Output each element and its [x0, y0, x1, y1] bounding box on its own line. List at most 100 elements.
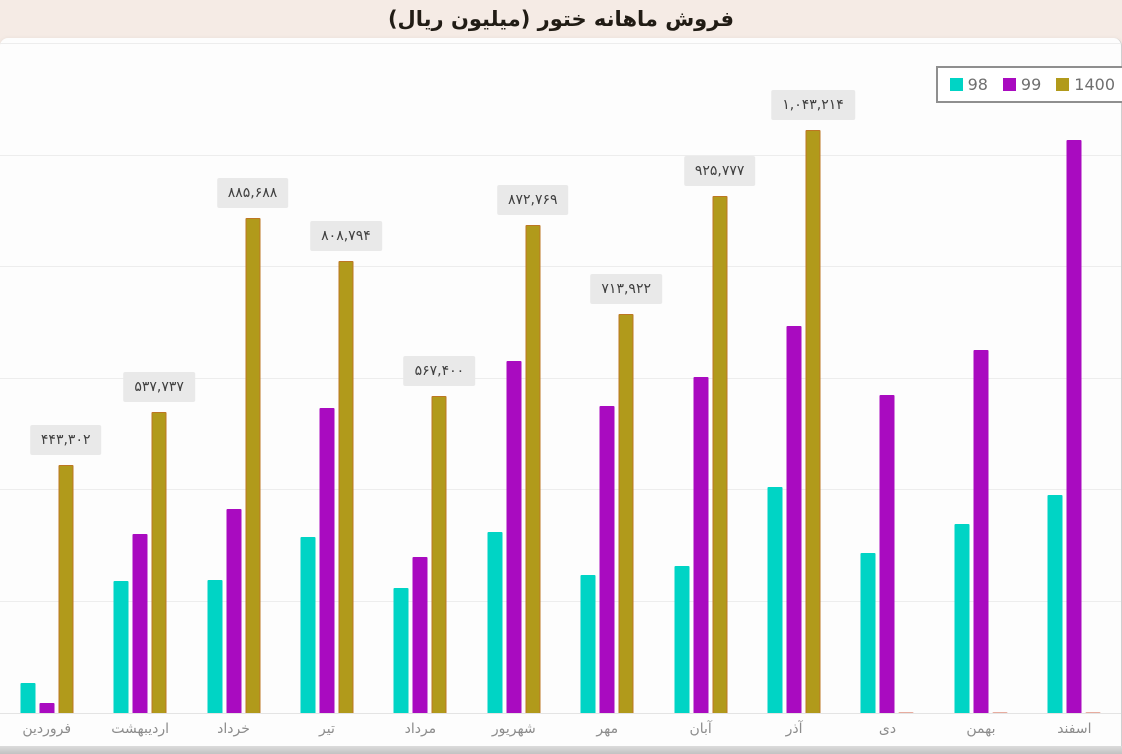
bars-row [954, 349, 1008, 713]
bar-98-month-4 [300, 537, 316, 713]
bars-row [20, 464, 74, 713]
bar-98-month-12 [1047, 495, 1063, 713]
bar-99-month-1 [39, 702, 55, 713]
bars-row [860, 394, 914, 713]
bar-1400-month-11 [992, 712, 1008, 713]
value-label-1400-month-9: ۱,۰۴۳,۲۱۴ [771, 90, 855, 121]
legend: 98 99 1400 [935, 66, 1122, 103]
value-label-1400-month-5: ۵۶۷,۴۰۰ [403, 355, 476, 386]
legend-swatch-icon-99 [1002, 78, 1016, 91]
bars-row [580, 314, 634, 713]
value-label-1400-month-3: ۸۸۵,۶۸۸ [216, 178, 289, 209]
bar-99-month-8 [693, 377, 709, 713]
legend-label-99: 99 [1020, 75, 1042, 94]
bar-99-month-9 [786, 326, 802, 713]
bar-99-month-2 [132, 534, 148, 713]
bars-row [1047, 140, 1101, 713]
bar-group-month-11 [934, 44, 1027, 713]
bar-group-month-9: ۱,۰۴۳,۲۱۴ [747, 44, 855, 713]
gridline-200000 [0, 600, 1121, 602]
gridline-1200000 [0, 43, 1121, 44]
bar-98-month-2 [113, 581, 129, 713]
bar-99-month-12 [1066, 140, 1082, 713]
plot-area: ۴۴۳,۳۰۲ ۵۳۷,۷۳۷ ۸۸۵,۶۸۸ ۸۰۸,۷۹۴ ۵۶۷,۴۰۰ ۸۷۲,۷… [0, 43, 1121, 714]
x-axis-label-month-10: دی [878, 721, 897, 737]
x-axis-label-month-11: بهمن [966, 721, 996, 737]
x-axis-label-month-12: اسفند [1057, 721, 1092, 737]
bar-99-month-4 [319, 407, 335, 713]
bar-group-month-1: ۴۴۳,۳۰۲ [0, 44, 102, 713]
bar-98-month-1 [20, 682, 36, 713]
bar-1400-month-1 [58, 464, 74, 713]
bar-98-month-9 [767, 487, 783, 713]
value-label-1400-month-7: ۷۱۳,۹۲۲ [590, 274, 662, 304]
x-axis-label-month-1: فروردین [22, 721, 72, 737]
chart-title: فروش ماهانه ختور (میلیون ریال) [387, 7, 735, 31]
legend-item-1400[interactable]: 1400 [1056, 75, 1115, 94]
bar-99-month-10 [879, 394, 895, 713]
legend-swatch-icon-1400 [1056, 78, 1070, 91]
x-axis-label-month-8: آبان [689, 721, 712, 737]
legend-item-99[interactable]: 99 [1002, 75, 1042, 94]
bar-1400-month-9 [805, 130, 821, 713]
x-axis-label-month-6: شهریور [491, 721, 536, 737]
x-axis-label-month-5: مرداد [404, 721, 437, 737]
bar-98-month-11 [954, 524, 970, 713]
bars-row [674, 195, 728, 713]
bars-row [207, 218, 261, 713]
bar-group-month-10 [841, 44, 934, 713]
bar-1400-month-2 [151, 412, 167, 713]
bar-98-month-8 [674, 566, 690, 713]
value-label-1400-month-1: ۴۴۳,۳۰۲ [29, 424, 102, 455]
bar-group-month-5: ۵۶۷,۴۰۰ [374, 44, 476, 713]
bar-group-month-2: ۵۳۷,۷۳۷ [93, 44, 195, 713]
chart-card: ۴۴۳,۳۰۲ ۵۳۷,۷۳۷ ۸۸۵,۶۸۸ ۸۰۸,۷۹۴ ۵۶۷,۴۰۰ ۸۷۲,۷… [0, 38, 1122, 746]
bar-1400-month-3 [245, 218, 261, 713]
bar-98-month-3 [207, 580, 223, 713]
bar-group-month-4: ۸۰۸,۷۹۴ [280, 44, 382, 713]
bar-1400-month-5 [431, 395, 447, 713]
x-axis-label-month-2: اردیبهشت [111, 721, 169, 737]
bar-98-month-10 [860, 553, 876, 713]
value-label-1400-month-4: ۸۰۸,۷۹۴ [310, 221, 382, 252]
value-label-1400-month-6: ۸۷۲,۷۶۹ [496, 185, 569, 216]
bar-1400-month-6 [525, 225, 541, 713]
x-axis-labels: فروردین اردیبهشت خرداد تیر مرداد شهریور مهر آبا… [0, 715, 1121, 745]
x-axis-label-month-4: تیر [319, 721, 335, 737]
bottom-edge-strip [0, 746, 1122, 754]
gridline-400000 [0, 489, 1121, 490]
bar-group-month-12 [1028, 44, 1121, 713]
bar-99-month-3 [226, 508, 242, 713]
value-label-1400-month-8: ۹۲۵,۷۷۷ [683, 155, 756, 186]
bar-group-month-7: ۷۱۳,۹۲۲ [561, 44, 662, 713]
bar-99-month-7 [599, 405, 615, 713]
bars-row [767, 130, 821, 713]
bar-99-month-11 [973, 349, 989, 713]
bar-1400-month-8 [712, 195, 728, 713]
legend-swatch-icon-98 [949, 78, 963, 91]
x-axis-label-month-7: مهر [596, 721, 619, 737]
bar-98-month-6 [487, 532, 503, 713]
bar-group-month-8: ۹۲۵,۷۷۷ [654, 44, 756, 713]
legend-label-98: 98 [967, 75, 988, 94]
legend-item-98[interactable]: 98 [949, 75, 988, 94]
bar-group-month-6: ۸۷۲,۷۶۹ [467, 44, 569, 713]
bar-1400-month-7 [618, 314, 634, 713]
gridline-600000 [0, 377, 1121, 379]
x-axis-label-month-9: آذر [785, 721, 803, 737]
x-axis-label-month-3: خرداد [217, 721, 250, 737]
bar-1400-month-12 [1085, 712, 1101, 713]
bar-98-month-7 [580, 575, 596, 713]
bar-99-month-5 [412, 557, 428, 713]
bars-row [300, 261, 354, 713]
bar-1400-month-10 [898, 712, 914, 713]
value-label-1400-month-2: ۵۳۷,۷۳۷ [123, 372, 195, 403]
bar-99-month-6 [506, 361, 522, 713]
bars-row [113, 412, 167, 713]
bars-row [487, 225, 541, 713]
bars-row [393, 395, 447, 713]
bar-group-month-3: ۸۸۵,۶۸۸ [187, 44, 289, 713]
legend-label-1400: 1400 [1074, 75, 1115, 94]
gridline-1000000 [0, 154, 1121, 156]
title-bar: فروش ماهانه ختور (میلیون ریال) [0, 0, 1122, 38]
